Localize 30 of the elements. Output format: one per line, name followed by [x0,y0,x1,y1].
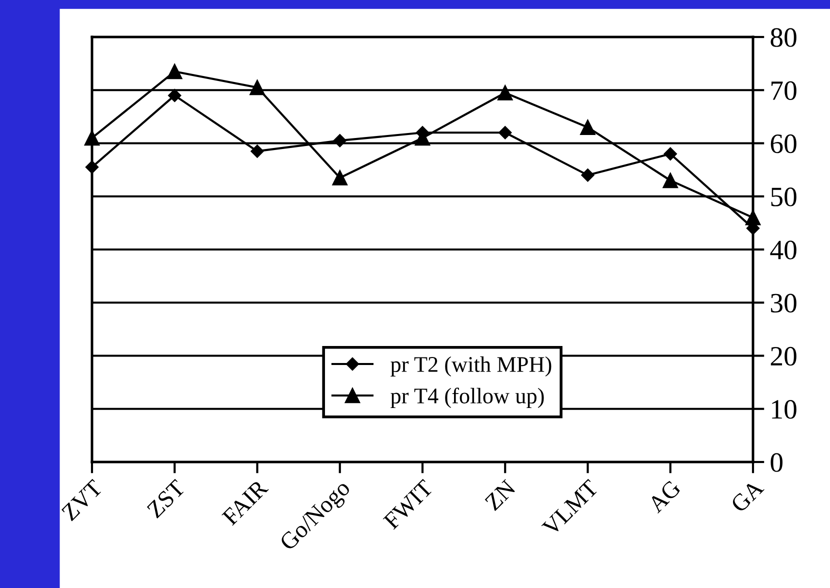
y-tick-label: 0 [770,453,782,472]
point [498,126,512,140]
point [333,134,346,148]
point [581,168,594,182]
y-tick-label: 20 [770,346,796,366]
point [166,64,182,80]
y-tick-label: 40 [770,240,796,260]
point [250,80,265,96]
point [497,85,513,100]
x-tick-label: ZST [146,478,186,519]
y-tick-label: 30 [770,294,796,313]
point [662,172,678,188]
y-tick-label: 50 [771,188,796,206]
y-tick-label: 10 [772,400,796,419]
x-tick-label: ZN [484,479,516,512]
y-tick-label: 70 [772,81,796,100]
point [168,88,182,102]
x-tick-label: AG [646,479,682,514]
point [580,120,596,135]
point [332,170,348,186]
legend-label: pr T4 (follow up) [390,388,544,408]
legend-label: pr T2 (with MPH) [390,356,552,377]
point [84,130,100,146]
point [745,210,761,226]
point [250,144,264,158]
point [85,160,99,174]
x-tick-label: GA [730,478,765,514]
y-tick-label: 60 [770,134,796,154]
y-tick-label: 80 [770,28,796,47]
point [664,147,677,160]
